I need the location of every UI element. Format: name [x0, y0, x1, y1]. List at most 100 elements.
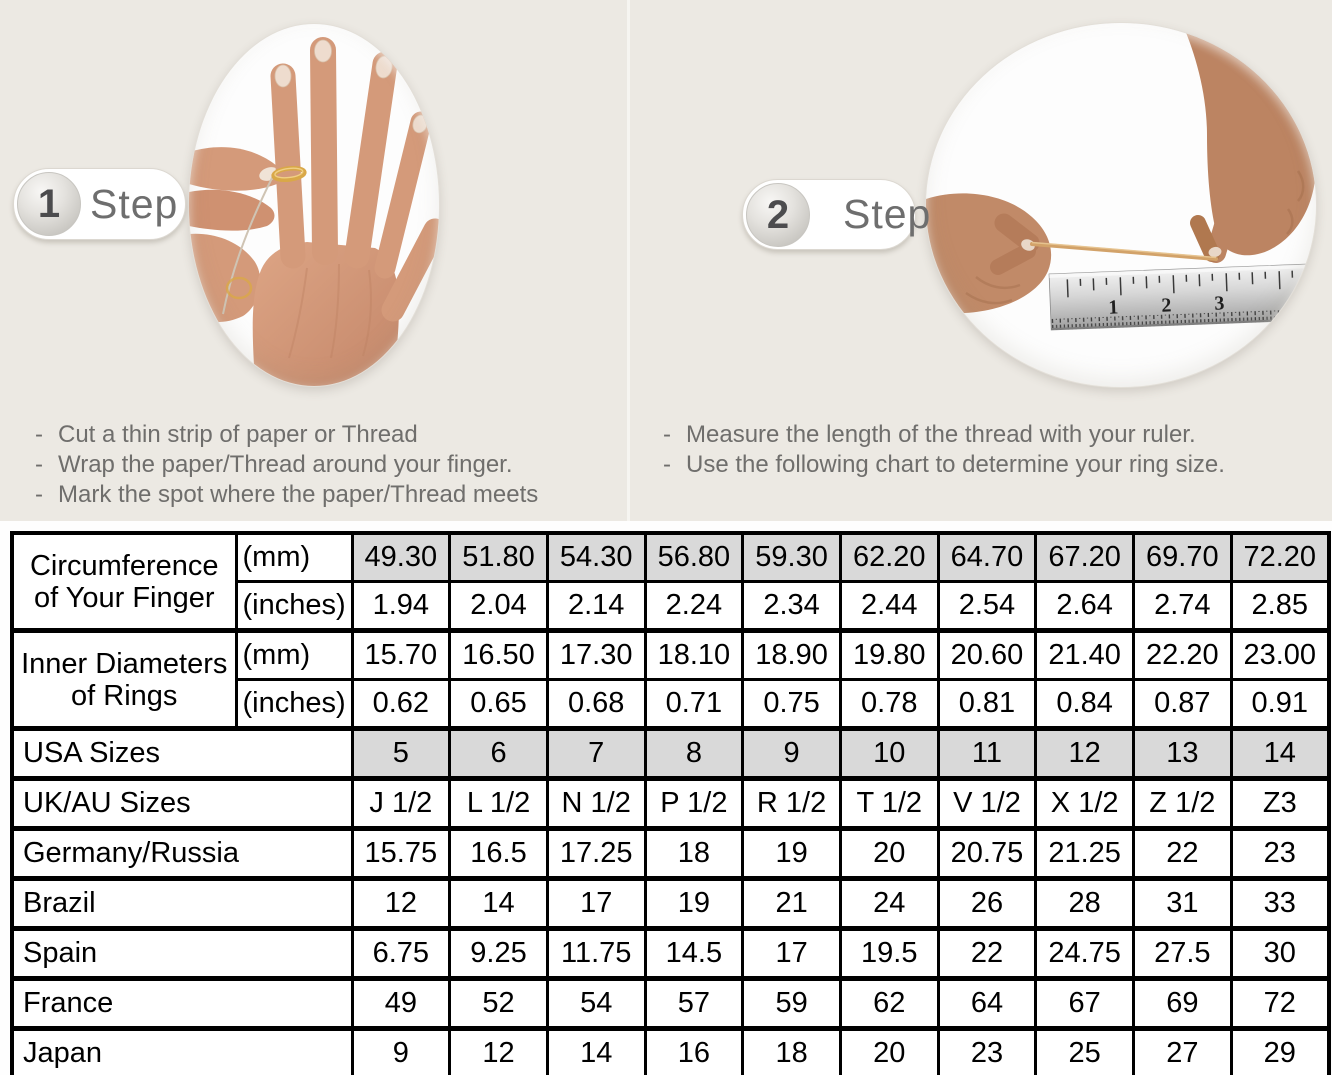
size-value: 54: [545, 976, 647, 1030]
row-label: Japan: [10, 1026, 354, 1075]
size-value: 17.25: [545, 826, 647, 880]
size-chart-section: Circumference of Your Finger (mm) 49.30 51.…: [0, 521, 1332, 1075]
size-value: 6: [448, 726, 549, 780]
step-number: 1: [37, 182, 61, 226]
ring-size-table: Circumference of Your Finger (mm) 49.30 51.…: [10, 531, 1331, 1075]
ring-size-table-body: Circumference of Your Finger (mm) 49.30 51.…: [10, 531, 1331, 1075]
size-value: P 1/2: [643, 776, 745, 830]
size-value: 12: [1034, 726, 1135, 780]
size-value: 16.50: [448, 628, 549, 681]
size-value: 72.20: [1229, 531, 1331, 583]
size-value: 72: [1229, 976, 1331, 1030]
ruler-number-2: 2: [1161, 294, 1172, 316]
table-row: Germany/Russia 15.75 16.5 17.25 18 19 20 20.75 2…: [10, 826, 1331, 880]
size-value: 2.44: [838, 580, 940, 632]
size-value: 49.30: [350, 531, 452, 583]
size-value: 0.84: [1034, 678, 1135, 730]
size-value: 2.14: [545, 580, 647, 632]
unit-label: (mm): [234, 531, 354, 583]
ruler-number-1: 1: [1108, 296, 1119, 318]
size-value: 57: [643, 976, 745, 1030]
size-value: 30: [1229, 926, 1331, 980]
size-value: 0.65: [448, 678, 549, 730]
size-value: 69.70: [1132, 531, 1233, 583]
size-value: 19.5: [838, 926, 940, 980]
size-value: 9: [741, 726, 842, 780]
size-value: 23.00: [1229, 628, 1331, 681]
row-label: Germany/Russia: [10, 826, 354, 880]
step2-badge: 2 Step: [742, 179, 930, 250]
size-value: 2.54: [936, 580, 1038, 632]
size-value: 23: [936, 1026, 1038, 1075]
size-value: 14: [545, 1026, 647, 1075]
size-value: 56.80: [643, 531, 745, 583]
thread-measuring-illustration: 1 2 3: [926, 23, 1316, 331]
size-value: 21.40: [1034, 628, 1135, 681]
size-value: Z3: [1229, 776, 1331, 830]
size-value: 23: [1229, 826, 1331, 880]
size-value: 18.10: [643, 628, 745, 681]
size-value: 27: [1132, 1026, 1233, 1075]
size-value: 69: [1132, 976, 1233, 1030]
instruction-item: Cut a thin strip of paper or Thread: [30, 420, 630, 450]
size-value: 21: [741, 876, 842, 930]
size-value: N 1/2: [545, 776, 647, 830]
table-row: France 49 52 54 57 59 62 64 67 69 72: [10, 976, 1331, 1030]
size-value: 52: [448, 976, 549, 1030]
size-value: 31: [1132, 876, 1233, 930]
unit-label: (mm): [234, 628, 354, 681]
row-label: Spain: [10, 926, 354, 980]
size-value: 8: [643, 726, 745, 780]
size-value: 16: [643, 1026, 745, 1075]
ruler-number-3: 3: [1214, 292, 1225, 314]
size-value: 22.20: [1132, 628, 1233, 681]
step2-photo: 1 2 3: [925, 22, 1317, 388]
row-label: France: [10, 976, 354, 1030]
size-value: 12: [350, 876, 452, 930]
size-value: 59: [741, 976, 842, 1030]
table-row: (inches) 0.62 0.65 0.68 0.71 0.75 0.78 0.81 0.84…: [12, 678, 1331, 730]
size-value: 54.30: [545, 531, 647, 583]
size-value: 22: [1132, 826, 1233, 880]
row-label: USA Sizes: [10, 726, 354, 780]
size-value: 11.75: [545, 926, 647, 980]
size-value: 20: [838, 826, 940, 880]
size-value: 13: [1132, 726, 1233, 780]
size-value: 7: [545, 726, 647, 780]
size-value: 16.5: [448, 826, 549, 880]
size-value: 67.20: [1034, 531, 1135, 583]
size-value: 2.85: [1229, 580, 1331, 632]
row-group-label: Inner Diameters of Rings: [10, 628, 238, 730]
table-row: UK/AU Sizes J 1/2 L 1/2 N 1/2 P 1/2 R 1/2 T 1/…: [10, 776, 1331, 830]
size-value: 19.80: [838, 628, 940, 681]
size-value: 0.62: [350, 678, 452, 730]
size-value: 64: [936, 976, 1038, 1030]
size-value: 28: [1034, 876, 1135, 930]
size-value: 21.25: [1034, 826, 1135, 880]
table-row: USA Sizes 5 6 7 8 9 10 11 12 13 14: [10, 726, 1331, 780]
size-value: 11: [936, 726, 1038, 780]
size-value: 27.5: [1132, 926, 1233, 980]
main-hand: [252, 37, 439, 386]
size-value: 17: [741, 926, 842, 980]
size-value: 0.78: [838, 678, 940, 730]
size-value: 18.90: [741, 628, 842, 681]
size-value: 2.64: [1034, 580, 1135, 632]
step-label: Step: [90, 180, 179, 227]
size-value: 24.75: [1034, 926, 1135, 980]
size-value: 17.30: [545, 628, 647, 681]
size-value: 15.75: [350, 826, 452, 880]
size-value: 19: [643, 876, 745, 930]
size-value: 49: [350, 976, 452, 1030]
size-value: 67: [1034, 976, 1135, 1030]
table-row: Spain 6.75 9.25 11.75 14.5 17 19.5 22 24.75 27.5 3…: [10, 926, 1331, 980]
size-value: 0.68: [545, 678, 647, 730]
size-value: 10: [838, 726, 940, 780]
unit-label: (inches): [234, 580, 354, 632]
panel-divider: [627, 0, 630, 521]
size-value: 0.71: [643, 678, 745, 730]
table-row: (inches) 1.94 2.04 2.14 2.24 2.34 2.44 2.54 2.64…: [12, 580, 1331, 632]
size-value: 0.75: [741, 678, 842, 730]
size-value: 26: [936, 876, 1038, 930]
